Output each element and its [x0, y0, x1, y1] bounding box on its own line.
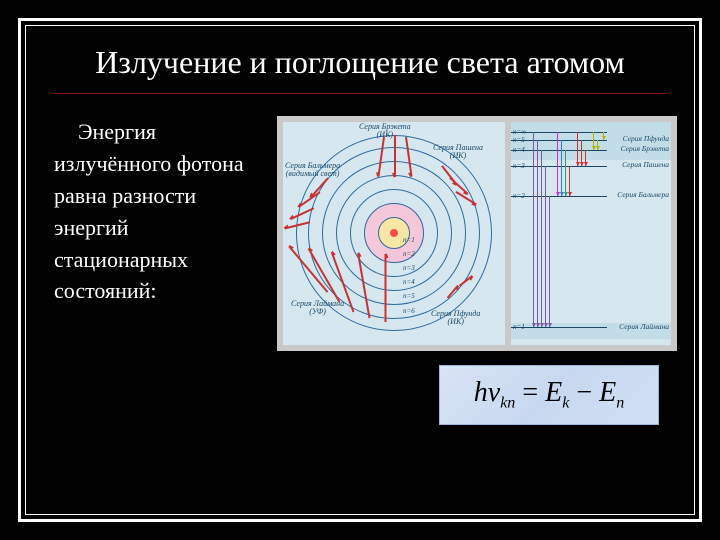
bohr-orbit-diagram: n=1n=2n=3n=4n=5n=6Серия Брэкета(ИК)Серия… — [283, 122, 505, 345]
formula-Ek: E — [545, 377, 562, 408]
energy-levels-diagram: n=∞n=5n=4n=3n=2n=1Серия ПфундаСерия Брэк… — [511, 122, 671, 345]
formula-h: h — [474, 377, 488, 408]
formula-eq: = — [515, 377, 545, 408]
formula-sub-n: n — [616, 395, 624, 412]
slide-frame: Излучение и поглощение света атомом Энер… — [0, 0, 720, 540]
outer-border: Излучение и поглощение света атомом Энер… — [18, 18, 702, 522]
photon-energy-formula: hνkn = Ek − En — [474, 377, 624, 413]
formula-En: E — [599, 377, 616, 408]
formula-sub-kn: kn — [500, 395, 515, 412]
slide-title: Излучение и поглощение света атомом — [54, 38, 666, 94]
text-column: Энергия излучённого фотона равна разност… — [54, 116, 259, 494]
figure-column: n=1n=2n=3n=4n=5n=6Серия Брэкета(ИК)Серия… — [277, 116, 677, 494]
body-text: Энергия излучённого фотона равна разност… — [54, 116, 259, 307]
content-area: Энергия излучённого фотона равна разност… — [54, 94, 666, 494]
inner-border: Излучение и поглощение света атомом Энер… — [25, 25, 695, 515]
formula-minus: − — [569, 377, 599, 408]
formula-nu: ν — [488, 377, 500, 408]
formula-box: hνkn = Ek − En — [439, 365, 659, 425]
diagram-pair: n=1n=2n=3n=4n=5n=6Серия Брэкета(ИК)Серия… — [277, 116, 677, 351]
